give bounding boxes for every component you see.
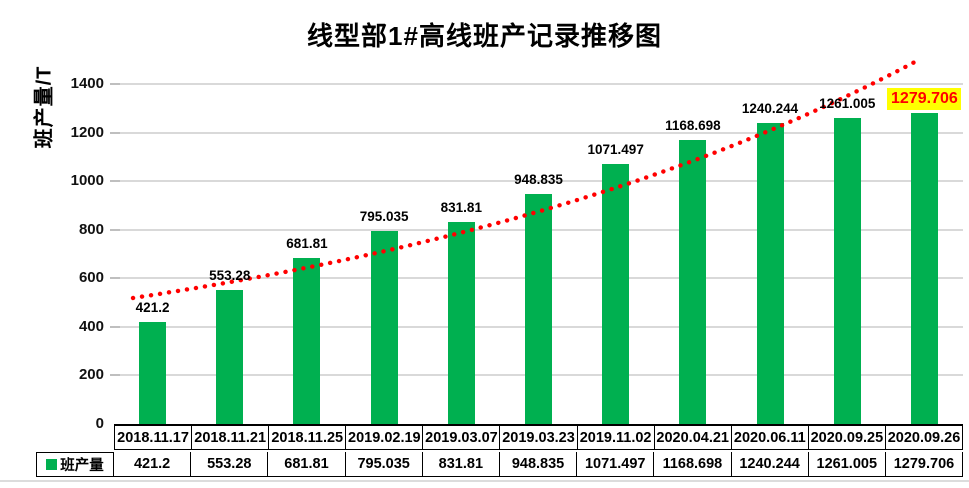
bar <box>216 289 244 424</box>
bar <box>602 163 630 424</box>
date-cell: 2019.03.23 <box>500 426 578 449</box>
date-cell: 2019.03.07 <box>423 426 501 449</box>
data-label: 1168.698 <box>665 118 721 134</box>
value-cell: 948.835 <box>499 451 578 476</box>
y-axis-tick-label: 200 <box>78 366 104 384</box>
data-label: 1240.244 <box>741 100 799 116</box>
data-label: 421.2 <box>135 299 170 315</box>
value-cell: 421.2 <box>114 451 192 476</box>
series-color-swatch <box>46 458 58 470</box>
y-axis-tick <box>110 131 120 134</box>
date-cell: 2020.09.25 <box>808 426 886 449</box>
bar <box>370 230 398 424</box>
date-cell: 2019.11.02 <box>577 426 655 449</box>
bar <box>525 193 552 424</box>
y-axis-tick <box>110 277 120 280</box>
bar <box>910 113 938 424</box>
date-cell: 2019.02.19 <box>346 426 424 449</box>
y-axis-tick-label: 1000 <box>70 172 104 190</box>
value-cell: 1240.244 <box>731 451 809 476</box>
data-label: 831.81 <box>440 199 482 215</box>
x-axis-line <box>114 424 963 426</box>
chart-title: 线型部1#高线班产记录推移图 <box>307 21 662 51</box>
bar <box>139 321 167 424</box>
bar <box>447 221 475 424</box>
legend-cell: 班产量 <box>36 451 114 476</box>
legend-label: 班产量 <box>60 457 104 474</box>
data-label: 1261.005 <box>819 95 876 111</box>
data-label: 948.835 <box>514 171 563 187</box>
value-cell: 553.28 <box>191 451 269 476</box>
bar <box>679 140 707 424</box>
bottom-divider <box>0 480 969 482</box>
date-cell: 2018.11.25 <box>269 426 347 449</box>
date-cell: 2018.11.21 <box>192 426 270 449</box>
data-label: 681.81 <box>286 236 328 252</box>
value-cell: 1279.706 <box>885 451 964 476</box>
date-cell: 2018.11.17 <box>114 426 193 449</box>
y-axis-tick-label: 1400 <box>70 75 104 92</box>
gridline <box>114 83 963 85</box>
data-label-highlighted: 1279.706 <box>887 88 962 111</box>
value-cell: 795.035 <box>345 451 423 476</box>
y-axis-tick <box>110 83 120 85</box>
value-cell: 681.81 <box>268 451 346 476</box>
value-cell: 1071.497 <box>577 451 655 476</box>
date-cell: 2020.09.26 <box>885 426 964 449</box>
y-axis-tick-label: 400 <box>78 317 104 335</box>
y-axis-tick <box>110 180 120 183</box>
data-table-value-row: 班产量 421.2 553.28 681.81 795.035 831.81 948.835… <box>36 451 964 477</box>
y-axis-tick-label: 800 <box>78 220 104 238</box>
y-axis-tick <box>110 374 120 377</box>
data-label: 1071.497 <box>587 141 644 157</box>
y-axis-tick-label: 600 <box>78 269 104 287</box>
value-cell: 1261.005 <box>808 451 886 476</box>
y-axis-tick-label: 1200 <box>70 123 104 141</box>
data-label: 795.035 <box>359 208 409 224</box>
data-table-date-row: 2018.11.17 2018.11.21 2018.11.25 2019.02.19… <box>114 426 964 450</box>
y-axis-tick <box>110 228 120 231</box>
y-axis-tick <box>110 325 120 328</box>
date-cell: 2020.04.21 <box>654 426 732 449</box>
y-axis-tick-label: 0 <box>95 415 104 432</box>
data-label: 553.28 <box>209 267 251 283</box>
bar <box>293 258 321 424</box>
value-cell: 831.81 <box>422 451 500 476</box>
date-cell: 2020.06.11 <box>731 426 809 449</box>
bar <box>833 117 861 424</box>
value-cell: 1168.698 <box>654 451 732 476</box>
bar <box>756 122 784 424</box>
